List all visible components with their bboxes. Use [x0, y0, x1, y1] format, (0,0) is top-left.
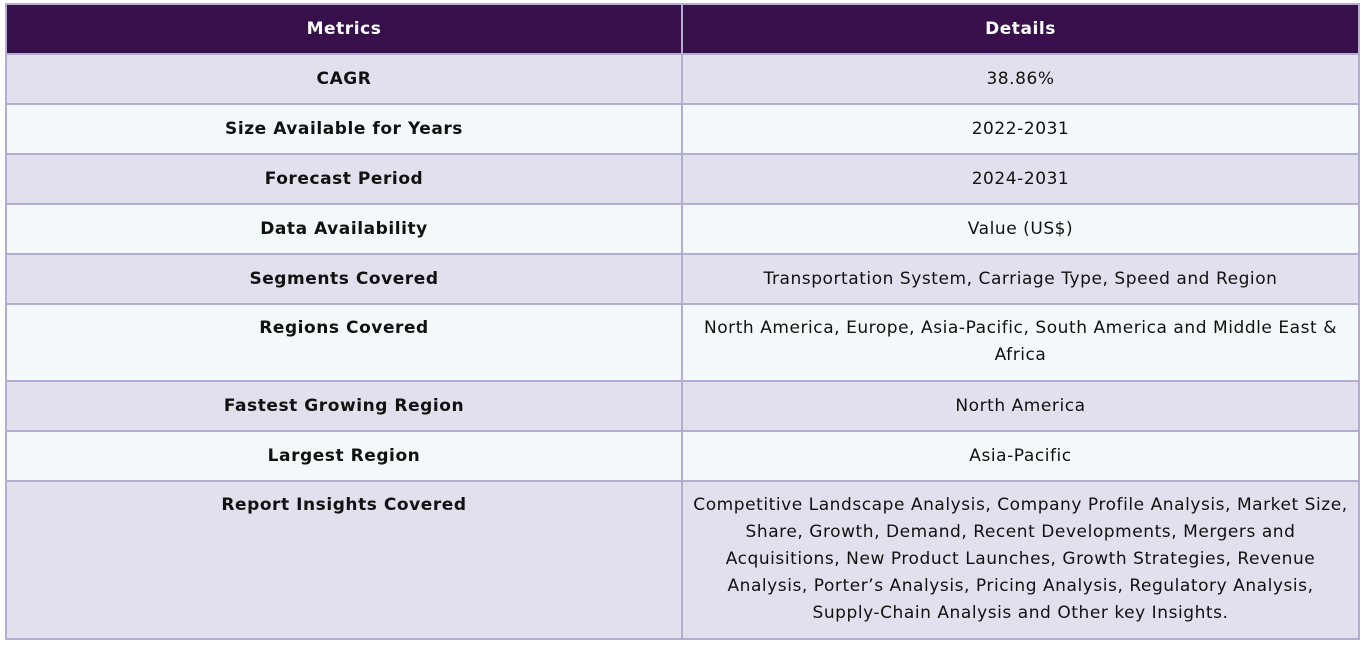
detail-cell-fastest-growing-region: North America [681, 380, 1360, 432]
table-row: CAGR 38.86% [5, 53, 1360, 105]
metric-cell-segments-covered: Segments Covered [5, 253, 683, 305]
report-metrics-table: Metrics Details CAGR 38.86% Size Availab… [5, 3, 1360, 640]
detail-cell-segments-covered: Transportation System, Carriage Type, Sp… [681, 253, 1360, 305]
detail-cell-data-availability: Value (US$) [681, 203, 1360, 255]
metric-cell-report-insights: Report Insights Covered [5, 480, 683, 640]
metrics-column-header: Metrics [5, 3, 683, 55]
detail-cell-forecast-period: 2024-2031 [681, 153, 1360, 205]
table-row: Fastest Growing Region North America [5, 380, 1360, 432]
table-header: Metrics Details [5, 3, 1360, 55]
table-row: Report Insights Covered Competitive Land… [5, 480, 1360, 640]
metric-cell-fastest-growing-region: Fastest Growing Region [5, 380, 683, 432]
table-row: Forecast Period 2024-2031 [5, 153, 1360, 205]
detail-cell-cagr: 38.86% [681, 53, 1360, 105]
metric-cell-cagr: CAGR [5, 53, 683, 105]
detail-cell-largest-region: Asia-Pacific [681, 430, 1360, 482]
table-row: Regions Covered North America, Europe, A… [5, 303, 1360, 382]
detail-cell-report-insights: Competitive Landscape Analysis, Company … [681, 480, 1360, 640]
table-row: Size Available for Years 2022-2031 [5, 103, 1360, 155]
details-column-header: Details [681, 3, 1360, 55]
table-row: Data Availability Value (US$) [5, 203, 1360, 255]
detail-cell-size-years: 2022-2031 [681, 103, 1360, 155]
table-row: Largest Region Asia-Pacific [5, 430, 1360, 482]
metric-cell-regions-covered: Regions Covered [5, 303, 683, 382]
metric-cell-largest-region: Largest Region [5, 430, 683, 482]
metric-cell-forecast-period: Forecast Period [5, 153, 683, 205]
table-row: Segments Covered Transportation System, … [5, 253, 1360, 305]
header-row: Metrics Details [5, 3, 1360, 55]
table-body: CAGR 38.86% Size Available for Years 202… [5, 53, 1360, 640]
report-metrics-table-container: Metrics Details CAGR 38.86% Size Availab… [5, 3, 1360, 640]
detail-cell-regions-covered: North America, Europe, Asia-Pacific, Sou… [681, 303, 1360, 382]
metric-cell-size-years: Size Available for Years [5, 103, 683, 155]
metric-cell-data-availability: Data Availability [5, 203, 683, 255]
